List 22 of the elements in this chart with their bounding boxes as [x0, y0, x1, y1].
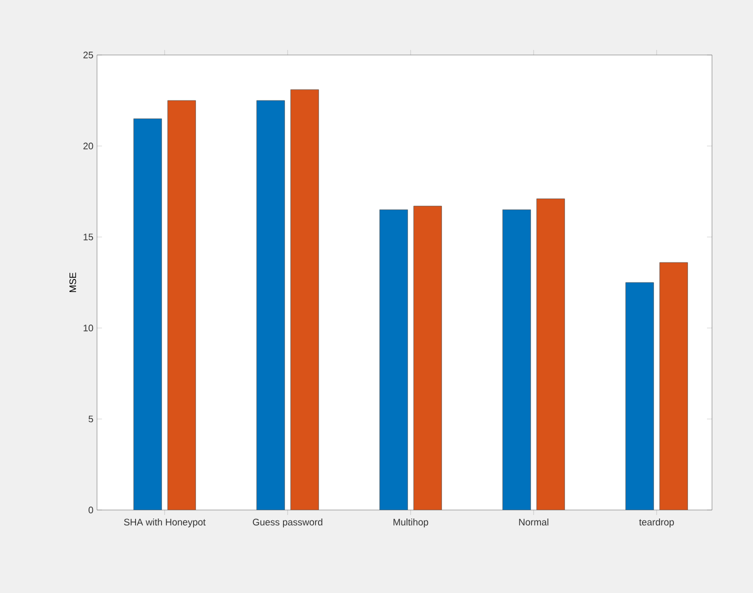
x-tick-label: Multihop [394, 518, 428, 528]
x-tick-label: SHA with Honeypot [124, 518, 206, 528]
bar [625, 282, 654, 510]
y-tick-label: 20 [83, 142, 94, 150]
bar [167, 100, 196, 510]
x-tick-label: Guess password [252, 518, 322, 528]
y-tick-label: 5 [88, 416, 94, 422]
y-tick-label: 0 [88, 506, 94, 514]
x-tick-label: teardrop [639, 518, 674, 528]
y-tick-label: 25 [83, 52, 94, 58]
bar [379, 209, 408, 510]
y-tick-label: 10 [84, 324, 94, 332]
y-axis-title: MSE [69, 272, 76, 292]
bar [290, 89, 319, 510]
bar [256, 100, 285, 510]
y-tick-label: 15 [84, 234, 94, 240]
bar [502, 209, 531, 510]
bar [133, 118, 162, 510]
x-tick-label: Normal [519, 518, 548, 526]
bar [536, 198, 565, 510]
bar [659, 262, 688, 510]
bar [413, 206, 442, 510]
